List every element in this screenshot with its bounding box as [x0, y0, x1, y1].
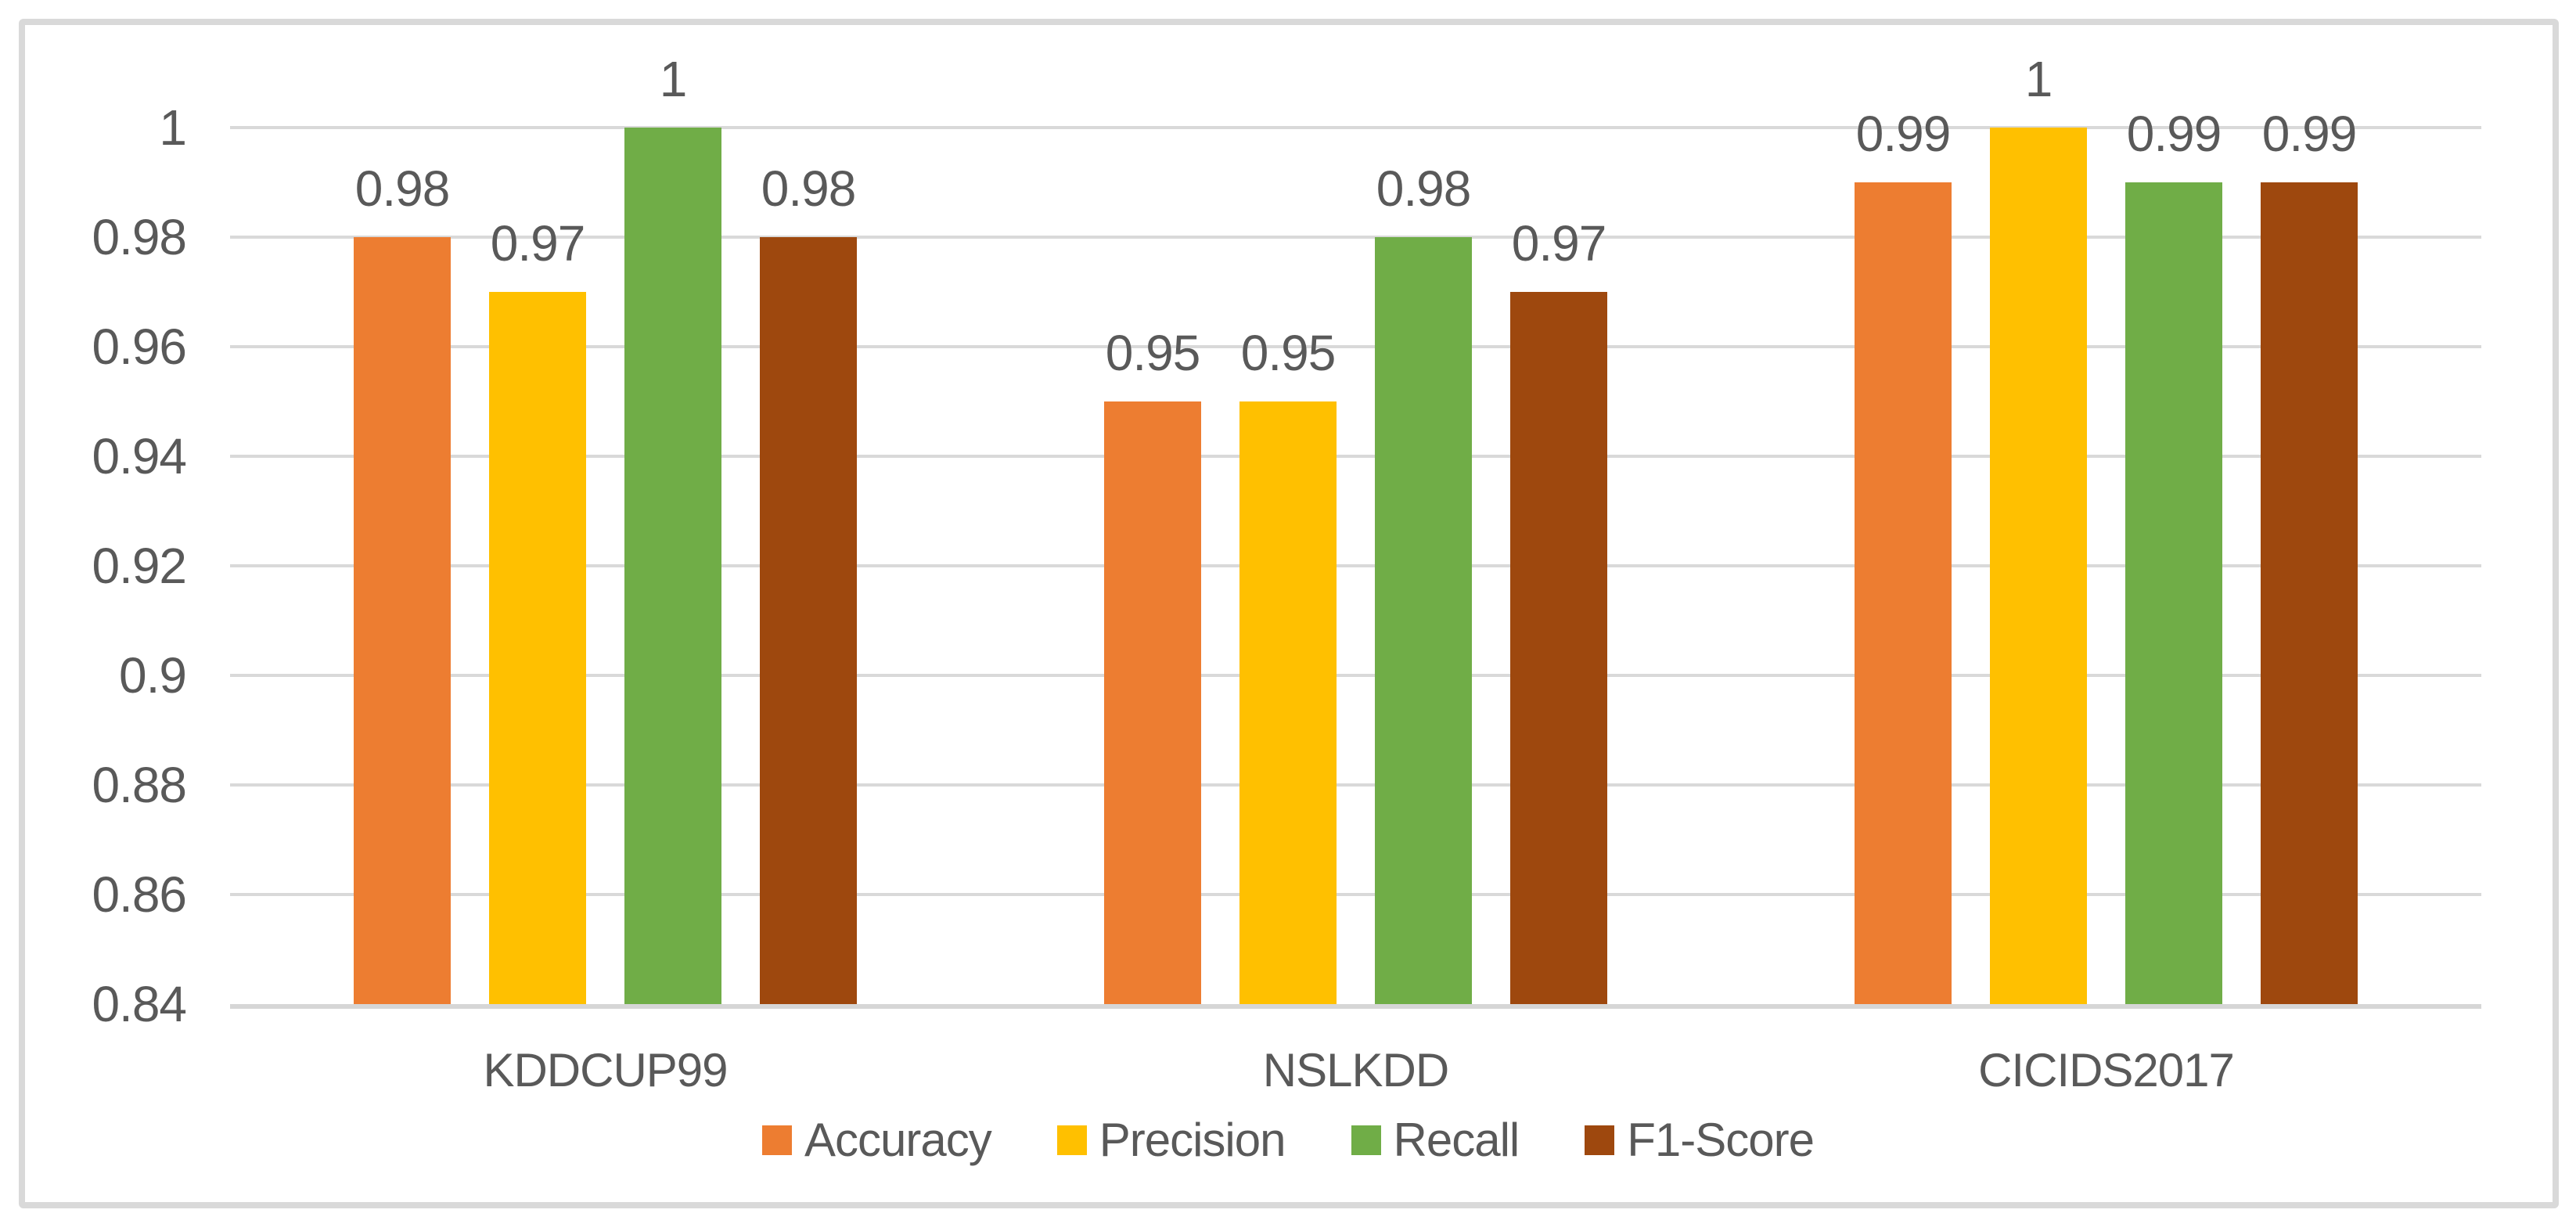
legend-swatch-accuracy [761, 1125, 792, 1155]
y-axis-tick-label: 0.96 [92, 319, 187, 375]
legend-swatch-precision [1056, 1125, 1087, 1155]
data-label-f1-score-cicids2017: 0.99 [2261, 106, 2358, 162]
bar-f1-score-cicids2017: 0.99 [2261, 109, 2358, 1004]
bar-precision-nslkdd: 0.95 [1239, 328, 1337, 1004]
gridline [230, 564, 2481, 567]
data-label-recall-nslkdd: 0.98 [1376, 160, 1472, 217]
bar-f1-score-kddcup99: 0.98 [760, 164, 857, 1004]
bar-accuracy-kddcup99: 0.98 [354, 164, 451, 1004]
bar-group-cicids2017: 0.99 1 0.99 0.99 [1731, 54, 2481, 1004]
legend-label-accuracy: Accuracy [804, 1114, 992, 1166]
y-axis-tick-label: 0.9 [119, 647, 187, 704]
legend-label-recall: Recall [1393, 1114, 1520, 1166]
y-axis-tick-label: 0.92 [92, 538, 187, 594]
bar-precision-cicids2017: 1 [1990, 54, 2087, 1004]
legend-item-precision: Precision [1056, 1114, 1286, 1166]
data-label-f1-score-nslkdd: 0.97 [1511, 215, 1607, 272]
y-axis-tick-label: 0.86 [92, 866, 187, 923]
data-label-accuracy-kddcup99: 0.98 [354, 160, 451, 217]
y-axis-tick-label: 0.98 [92, 209, 187, 265]
bar-f1-score-nslkdd: 0.97 [1510, 218, 1607, 1004]
data-label-accuracy-nslkdd: 0.95 [1105, 325, 1201, 381]
category-label-cicids2017: CICIDS2017 [1978, 1044, 2235, 1096]
bar-recall-kddcup99: 1 [624, 54, 721, 1004]
legend-label-f1-score: F1-Score [1627, 1114, 1815, 1166]
bar-accuracy-nslkdd: 0.95 [1104, 328, 1201, 1004]
data-label-precision-cicids2017: 1 [2024, 51, 2053, 107]
bar-recall-cicids2017: 0.99 [2125, 109, 2222, 1004]
gridline [230, 455, 2481, 458]
gridline [230, 674, 2481, 677]
bar-group-kddcup99: 0.98 0.97 1 0.98 [230, 54, 980, 1004]
data-label-recall-kddcup99: 1 [659, 51, 688, 107]
legend-item-f1-score: F1-Score [1585, 1114, 1815, 1166]
data-label-precision-nslkdd: 0.95 [1240, 325, 1337, 381]
legend: Accuracy Precision Recall F1-Score [0, 1115, 2576, 1165]
y-axis-tick-label: 0.94 [92, 428, 187, 484]
bar-recall-nslkdd: 0.98 [1375, 164, 1472, 1004]
x-axis-category-labels: KDDCUP99 NSLKDD CICIDS2017 [230, 1046, 2481, 1096]
y-axis-tick-label: 0.88 [92, 757, 187, 813]
plot-area: 0.98 0.97 1 0.98 0.95 0.95 0.98 0.97 0.99 1 0.99 0.… [230, 54, 2481, 1004]
legend-label-precision: Precision [1099, 1114, 1286, 1166]
data-label-accuracy-cicids2017: 0.99 [1855, 106, 1952, 162]
data-label-recall-cicids2017: 0.99 [2126, 106, 2222, 162]
legend-item-accuracy: Accuracy [761, 1114, 992, 1166]
category-label-nslkdd: NSLKDD [1262, 1044, 1449, 1096]
legend-swatch-recall [1351, 1125, 1381, 1155]
data-label-precision-kddcup99: 0.97 [490, 215, 586, 272]
y-axis-tick-label: 0.84 [92, 976, 187, 1032]
gridline [230, 783, 2481, 787]
bar-accuracy-cicids2017: 0.99 [1855, 109, 1952, 1004]
gridline [230, 345, 2481, 348]
x-axis-baseline [230, 1004, 2481, 1009]
gridline [230, 126, 2481, 129]
gridline [230, 236, 2481, 239]
gridline [230, 893, 2481, 896]
bar-precision-kddcup99: 0.97 [489, 218, 586, 1004]
data-label-f1-score-kddcup99: 0.98 [761, 160, 857, 217]
bar-group-nslkdd: 0.95 0.95 0.98 0.97 [980, 128, 1731, 1004]
category-label-kddcup99: KDDCUP99 [483, 1044, 728, 1096]
y-axis-tick-label: 1 [159, 99, 187, 156]
legend-item-recall: Recall [1351, 1115, 1520, 1165]
legend-swatch-f1-score [1585, 1125, 1615, 1155]
chart-frame-border [19, 19, 2559, 1208]
